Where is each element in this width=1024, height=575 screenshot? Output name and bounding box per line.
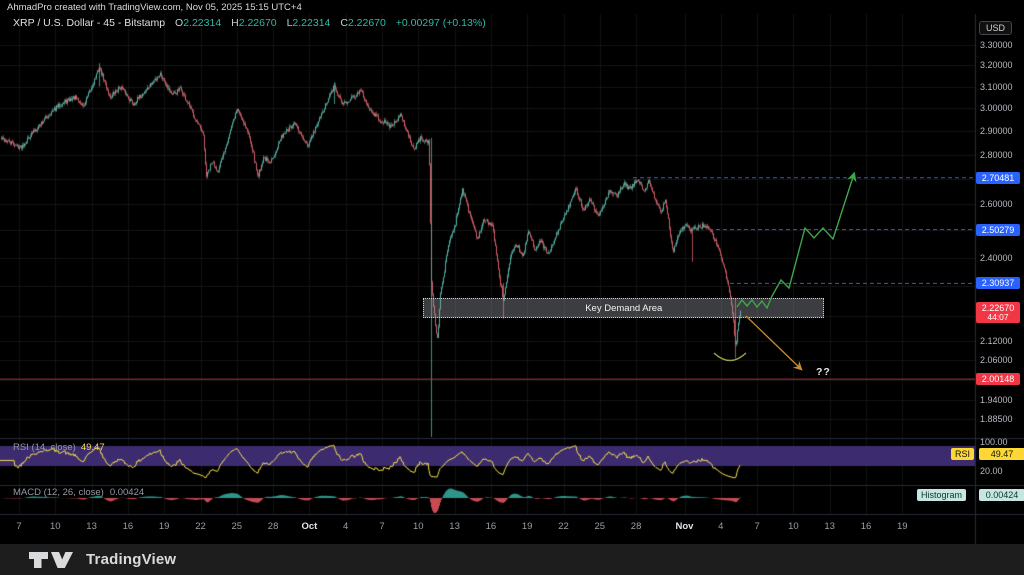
footer-bar: TradingView	[0, 544, 1024, 575]
time-label-day: 4	[718, 521, 724, 532]
time-label-day: 28	[267, 521, 279, 532]
level-price-label: 2.30937	[976, 277, 1020, 290]
currency-toggle[interactable]: USD	[979, 21, 1013, 35]
high-label: H	[231, 17, 239, 29]
macd-indicator-label[interactable]: MACD (12, 26, close) 0.00424	[13, 487, 145, 498]
rsi-scale-bottom: 20.00	[980, 466, 1003, 476]
level-price-label: 2.70481	[976, 171, 1020, 184]
time-label-month: Oct	[301, 521, 318, 532]
time-label-month: Nov	[675, 521, 694, 532]
high-value: 2.22670	[238, 17, 277, 29]
macd-histogram-value-badge: 0.00424	[979, 489, 1024, 501]
symbol-legend: XRP / U.S. Dollar - 45 - Bitstamp O2.223…	[13, 17, 486, 29]
time-label-day: 7	[16, 521, 22, 532]
current-price-label: 2.22670 44:07	[976, 301, 1020, 323]
time-label-day: 16	[485, 521, 497, 532]
countdown-timer: 44:07	[987, 311, 1009, 322]
time-label-day: 19	[897, 521, 908, 532]
time-label-day: 13	[824, 521, 835, 532]
alert-price-label: 2.00148	[976, 373, 1020, 386]
time-label-day: 25	[594, 521, 606, 532]
tradingview-logo-icon[interactable]	[28, 551, 74, 569]
time-label-day: 25	[231, 521, 243, 532]
rsi-value-badge: 49.47	[979, 448, 1024, 460]
change-value: +0.00297 (+0.13%)	[395, 17, 486, 29]
level-price-label: 2.50279	[976, 223, 1020, 236]
rsi-badge: RSI	[951, 448, 975, 460]
price-tick-label: 2.40000	[980, 252, 1013, 263]
price-tick-label: 3.10000	[980, 81, 1013, 92]
price-axis[interactable]: 3.30000 3.20000 3.10000 3.00000 2.90000 2.800…	[975, 14, 1024, 544]
close-value: 2.22670	[347, 17, 386, 29]
macd-histogram-badge: Histogram	[917, 489, 967, 501]
symbol-title[interactable]: XRP / U.S. Dollar - 45 - Bitstamp	[13, 17, 166, 29]
macd-value-inline: 0.00424	[109, 487, 145, 498]
price-tick-label: 2.60000	[980, 199, 1013, 210]
rsi-scale-top: 100.00	[980, 437, 1008, 447]
question-marks-label[interactable]: ??	[816, 366, 831, 378]
time-label-day: 10	[788, 521, 799, 532]
rsi-indicator-label[interactable]: RSI (14, close) 49.47	[13, 442, 105, 453]
time-label-day: 19	[521, 521, 533, 532]
time-axis[interactable]: 7 10 13 16 19 22 25 28 Oct 4 7 10 13 16 19 22 25 28 Nov 4 7 1…	[0, 514, 975, 544]
price-tick-label: 1.88500	[980, 414, 1013, 425]
price-tick-label: 3.20000	[980, 60, 1013, 71]
time-label-day: 19	[158, 521, 170, 532]
rsi-value-inline: 49.47	[80, 442, 105, 453]
time-label-day: 13	[86, 521, 97, 532]
open-value: 2.22314	[183, 17, 222, 29]
time-label-day: 7	[379, 521, 385, 532]
price-tick-label: 2.90000	[980, 126, 1013, 137]
time-label-day: 13	[449, 521, 460, 532]
price-tick-label: 3.00000	[980, 103, 1013, 114]
price-tick-label: 1.94000	[980, 394, 1013, 405]
close-label: C	[340, 17, 348, 29]
time-label-day: 4	[343, 521, 349, 532]
time-label-day: 10	[413, 521, 424, 532]
price-tick-label: 2.80000	[980, 149, 1013, 160]
open-label: O	[175, 17, 184, 29]
time-label-day: 16	[860, 521, 872, 532]
attribution-text: AhmadPro created with TradingView.com, N…	[7, 2, 302, 13]
demand-zone-label: Key Demand Area	[585, 302, 663, 314]
price-tick-label: 2.06000	[980, 354, 1013, 365]
price-tick-label: 3.30000	[980, 39, 1013, 50]
low-label: L	[286, 17, 293, 29]
time-label-day: 7	[754, 521, 760, 532]
time-label-day: 22	[195, 521, 206, 532]
time-label-day: 22	[558, 521, 569, 532]
demand-zone-drawing[interactable]: Key Demand Area	[423, 298, 825, 318]
time-label-day: 28	[630, 521, 642, 532]
price-tick-label: 2.12000	[980, 335, 1013, 346]
low-value: 2.22314	[292, 17, 331, 29]
time-label-day: 16	[122, 521, 134, 532]
tradingview-wordmark[interactable]: TradingView	[86, 551, 177, 568]
time-label-day: 10	[50, 521, 61, 532]
